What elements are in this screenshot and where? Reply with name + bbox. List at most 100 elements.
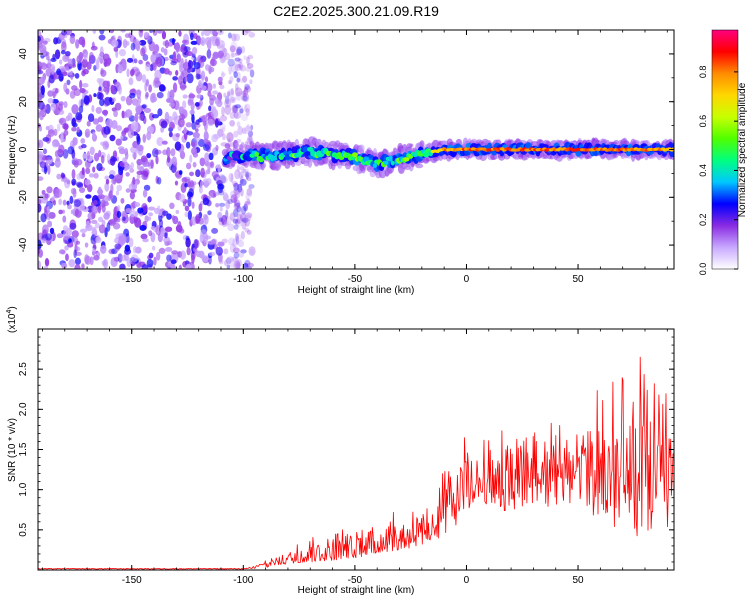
noise-blob: [68, 259, 76, 268]
noise-blob: [91, 226, 97, 235]
noise-blob: [233, 197, 237, 203]
noise-blob: [53, 37, 59, 45]
noise-blob: [246, 198, 251, 205]
noise-blob: [50, 102, 56, 112]
noise-blob: [232, 218, 239, 224]
noise-blob: [134, 41, 142, 46]
noise-blob: [171, 156, 177, 165]
noise-blob: [120, 210, 127, 218]
noise-blob: [243, 55, 247, 60]
figure-title: C2E2.2025.300.21.09.R19: [273, 3, 439, 19]
noise-blob: [92, 131, 96, 140]
noise-blob: [111, 248, 118, 255]
noise-blob: [63, 82, 68, 93]
noise-blob: [244, 83, 250, 91]
noise-blob: [42, 137, 50, 142]
noise-blob: [135, 149, 140, 154]
noise-blob: [139, 224, 147, 231]
noise-blob: [50, 57, 57, 63]
noise-blob: [241, 219, 247, 230]
noise-blob: [41, 189, 46, 196]
noise-blob: [148, 212, 154, 217]
noise-blob: [167, 261, 171, 268]
noise-blob: [193, 62, 201, 70]
noise-blob: [249, 79, 253, 85]
noise-blob: [208, 251, 216, 257]
noise-blob: [233, 202, 241, 210]
signal-core: [402, 157, 410, 162]
noise-blob: [223, 220, 230, 227]
noise-blob: [38, 150, 44, 160]
noise-blob: [186, 50, 193, 57]
noise-blob: [221, 70, 225, 79]
signal-halo: [419, 140, 425, 148]
noise-blob: [228, 96, 237, 104]
colorbar-tick-label: 0.2: [698, 213, 708, 226]
noise-blob: [183, 127, 187, 135]
noise-blob: [88, 173, 95, 178]
noise-blob: [41, 75, 46, 84]
noise-blob: [236, 164, 240, 173]
spectrogram-y-tick-label: 20: [18, 96, 29, 108]
noise-blob: [136, 262, 142, 269]
noise-blob: [72, 137, 78, 146]
noise-blob: [221, 127, 226, 132]
noise-blob: [184, 76, 188, 83]
noise-blob: [239, 166, 245, 171]
noise-blob: [234, 199, 241, 210]
noise-blob: [129, 191, 135, 200]
noise-blob: [245, 212, 253, 219]
noise-blob: [234, 189, 241, 199]
noise-blob: [59, 117, 67, 126]
noise-blob: [53, 72, 57, 81]
noise-blob: [225, 209, 229, 220]
noise-blob: [97, 186, 102, 196]
noise-blob: [141, 104, 147, 109]
noise-blob: [218, 190, 225, 196]
snr-y-label: SNR (10 * v/v): [7, 418, 18, 482]
noise-blob: [138, 39, 147, 46]
colorbar-axis: 0.0 0.2 0.4 0.6 0.8: [698, 66, 738, 275]
noise-blob: [247, 130, 254, 138]
noise-blob: [240, 230, 245, 240]
noise-blob: [244, 30, 252, 34]
noise-blob: [184, 58, 188, 68]
noise-blob: [222, 192, 229, 202]
signal-halo: [358, 144, 365, 153]
noise-blob: [199, 180, 204, 188]
noise-blob: [79, 79, 83, 90]
noise-blob: [120, 233, 127, 244]
noise-blob: [229, 120, 236, 127]
noise-blob: [214, 118, 219, 128]
noise-blob: [204, 76, 209, 83]
noise-blob: [171, 215, 176, 221]
noise-blob: [172, 76, 179, 81]
noise-blob: [129, 168, 135, 173]
noise-blob: [133, 215, 138, 224]
noise-blob: [240, 205, 247, 215]
noise-blob: [207, 161, 211, 172]
noise-blob: [105, 178, 110, 185]
noise-blob: [215, 202, 220, 208]
noise-blob: [80, 138, 86, 144]
noise-blob: [229, 75, 234, 83]
noise-blob: [91, 104, 95, 113]
noise-blob: [242, 92, 250, 103]
noise-blob: [244, 200, 248, 211]
noise-blob: [230, 41, 238, 52]
noise-blob: [71, 127, 77, 132]
noise-blob: [246, 187, 253, 197]
noise-blob: [195, 169, 201, 178]
noise-blob: [138, 113, 145, 121]
noise-blob: [66, 79, 71, 86]
noise-blob: [232, 257, 236, 263]
noise-blob: [146, 152, 152, 159]
noise-blob: [235, 232, 239, 242]
noise-blob: [125, 172, 130, 177]
colorbar-gradient: [711, 29, 739, 270]
noise-blob: [152, 61, 157, 72]
noise-blob: [184, 182, 188, 188]
noise-blob: [144, 215, 149, 223]
noise-blob: [233, 111, 242, 120]
noise-blob: [118, 48, 127, 57]
